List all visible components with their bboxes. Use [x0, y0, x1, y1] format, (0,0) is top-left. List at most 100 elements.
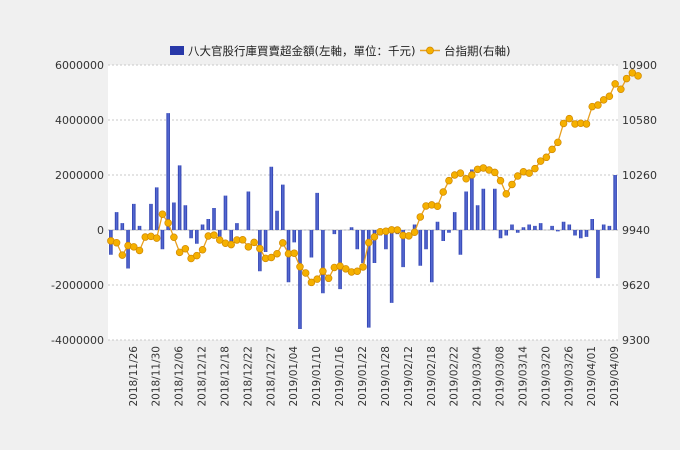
- x-tick-label: 2019/04/01: [586, 346, 598, 407]
- line-point: [462, 175, 470, 183]
- line-point: [244, 243, 253, 251]
- bar: [538, 223, 543, 230]
- legend-line-label: 台指期(右軸): [444, 44, 510, 58]
- line-point: [599, 96, 608, 104]
- line-point: [250, 238, 258, 247]
- bar: [464, 191, 468, 230]
- line-point: [468, 171, 476, 179]
- bar: [441, 230, 446, 241]
- line-point: [445, 176, 453, 185]
- bar: [401, 230, 405, 268]
- line-point: [508, 180, 516, 189]
- line-point: [170, 233, 178, 241]
- line-point: [215, 236, 224, 244]
- line-point: [622, 74, 631, 83]
- line-point: [267, 253, 276, 262]
- line-point: [319, 267, 327, 276]
- line-point: [342, 265, 350, 273]
- line-point: [353, 267, 362, 276]
- x-tick-label: 2019/03/20: [540, 346, 552, 407]
- line-point: [324, 274, 333, 283]
- bar: [280, 184, 285, 230]
- line-point: [617, 85, 625, 93]
- line-point: [238, 236, 247, 244]
- line-point: [296, 263, 304, 271]
- bar: [321, 230, 325, 294]
- bar: [172, 202, 176, 230]
- bar: [607, 225, 612, 230]
- line-point: [359, 263, 367, 271]
- x-tick-label: 2019/01/04: [288, 346, 300, 407]
- bar: [510, 224, 514, 230]
- line-point: [273, 249, 281, 258]
- bar: [412, 224, 417, 230]
- line-point: [135, 246, 144, 255]
- line-point: [502, 190, 511, 198]
- bar: [217, 230, 222, 240]
- left-tick-label: 6000000: [55, 59, 104, 72]
- x-tick-label: 2019/03/26: [563, 346, 575, 407]
- line-point: [542, 153, 551, 162]
- line-point: [559, 119, 568, 128]
- line-point: [256, 244, 264, 253]
- bar: [590, 219, 594, 230]
- bar: [338, 230, 342, 290]
- line-point: [513, 172, 522, 180]
- bar: [298, 230, 302, 329]
- bar: [475, 205, 480, 230]
- x-tick-label: 2019/03/04: [472, 346, 484, 407]
- bar: [132, 203, 136, 230]
- line-point: [456, 169, 465, 177]
- line-point: [410, 228, 419, 236]
- line-point: [582, 120, 591, 128]
- bar: [246, 191, 251, 230]
- bar: [481, 188, 486, 230]
- bar: [504, 230, 509, 236]
- bar: [573, 230, 577, 236]
- bar: [160, 230, 165, 250]
- bar: [229, 230, 233, 244]
- line-point: [364, 238, 373, 247]
- line-point: [158, 210, 167, 218]
- line-point: [439, 188, 447, 196]
- x-tick-label: 2018/11/26: [128, 346, 140, 407]
- x-tick-label: 2018/12/22: [242, 346, 254, 407]
- bar: [418, 230, 423, 266]
- x-tick-label: 2019/01/16: [334, 346, 346, 407]
- bar: [275, 210, 279, 230]
- left-tick-label: -4000000: [51, 334, 104, 347]
- x-tick-label: 2018/12/12: [197, 346, 209, 407]
- line-point: [118, 251, 127, 259]
- bar: [292, 230, 297, 243]
- line-point: [525, 169, 533, 177]
- bar: [424, 230, 428, 250]
- bar: [452, 212, 457, 230]
- legend-line-marker: [426, 46, 434, 55]
- bar: [355, 230, 360, 250]
- x-tick-label: 2018/12/27: [265, 346, 277, 407]
- line-point: [164, 219, 172, 227]
- line-point: [393, 226, 402, 234]
- line-point: [611, 80, 619, 88]
- bar: [470, 169, 474, 230]
- line-point: [548, 145, 556, 154]
- bar: [384, 230, 388, 250]
- left-tick-label: 2000000: [55, 169, 104, 182]
- line-series: [107, 69, 642, 287]
- bar: [556, 230, 560, 232]
- right-tick-label: 10580: [622, 114, 657, 127]
- bar: [361, 230, 365, 263]
- x-tick-label: 2019/02/12: [403, 346, 415, 407]
- bar: [498, 230, 503, 239]
- line-point: [433, 202, 442, 211]
- line-point: [531, 164, 539, 173]
- line-point: [491, 168, 499, 177]
- line-point: [416, 213, 425, 221]
- bar: [429, 230, 434, 283]
- bar: [183, 205, 188, 230]
- bar: [200, 224, 205, 230]
- bar: [493, 188, 497, 230]
- line-point: [605, 92, 614, 101]
- bar: [189, 230, 193, 239]
- bar: [349, 227, 354, 230]
